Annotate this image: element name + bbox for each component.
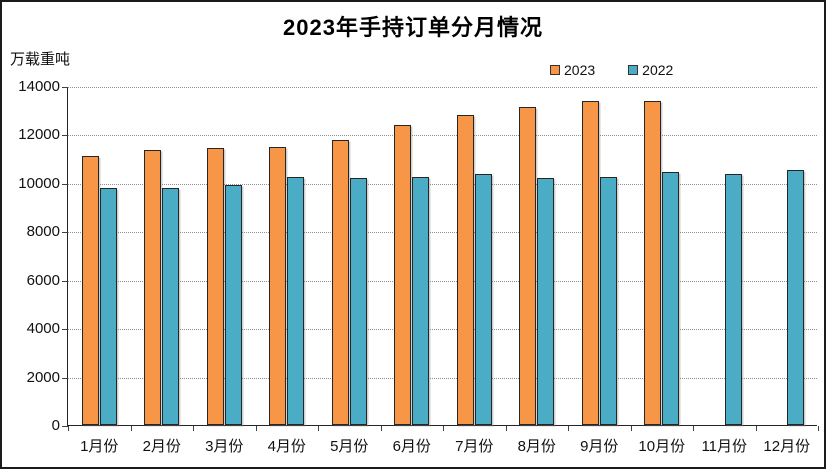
y-axis-label-12000: 12000 — [18, 126, 60, 144]
gridline-8000 — [68, 232, 817, 234]
x-axis-label-8: 8月份 — [517, 438, 556, 455]
legend-item-2023: 2023 — [550, 62, 595, 78]
bar-2023-1月份 — [81, 156, 99, 425]
gridline-4000 — [68, 329, 817, 331]
bar-2023-5月份 — [331, 140, 349, 425]
x-axis-label-2: 2月份 — [142, 438, 181, 455]
bar-2022-1月份 — [99, 187, 117, 425]
bar-2022-12月份 — [787, 169, 805, 425]
x-axis-label-7: 7月份 — [455, 438, 494, 455]
bar-2022-4月份 — [287, 176, 305, 425]
x-axis-tick — [130, 426, 132, 431]
bar-2023-3月份 — [206, 147, 224, 425]
bar-2023-6月份 — [394, 124, 412, 425]
y-axis-label-10000: 10000 — [18, 174, 60, 192]
legend-label-2023: 2023 — [564, 62, 596, 78]
bar-2022-3月份 — [224, 185, 242, 425]
y-axis-unit-label: 万载重吨 — [10, 51, 71, 68]
y-axis-label-8000: 8000 — [26, 223, 60, 241]
legend-swatch-2022 — [628, 65, 639, 75]
bar-2023-9月份 — [581, 100, 599, 425]
y-axis-tick — [62, 426, 68, 427]
x-axis-tick — [568, 426, 569, 431]
gridline-6000 — [68, 280, 817, 282]
y-axis-tick — [62, 135, 68, 137]
bar-2023-4月份 — [269, 146, 287, 425]
bar-2022-8月份 — [537, 178, 555, 425]
x-axis-tick — [318, 426, 319, 431]
y-axis-label-2000: 2000 — [26, 368, 60, 386]
x-axis-tick — [505, 426, 507, 431]
x-axis-tick — [443, 426, 444, 431]
x-axis-label-12: 12月份 — [763, 438, 811, 455]
y-axis-tick — [62, 280, 68, 282]
y-axis-tick — [62, 232, 68, 234]
gridline-12000 — [68, 135, 817, 137]
y-axis-tick — [62, 183, 68, 185]
x-axis-label-3: 3月份 — [205, 438, 244, 455]
bar-2022-6月份 — [412, 176, 430, 425]
x-axis-tick — [818, 426, 819, 431]
bar-2023-10月份 — [644, 101, 662, 425]
legend-label-2022: 2022 — [642, 62, 674, 78]
x-axis-label-11: 11月份 — [701, 438, 748, 455]
x-axis-label-10: 10月份 — [638, 438, 686, 455]
bar-2022-9月份 — [599, 176, 617, 425]
gridline-14000 — [68, 87, 817, 88]
gridline-10000 — [68, 183, 817, 185]
legend-item-2022: 2022 — [628, 62, 673, 78]
x-axis-tick — [630, 426, 632, 431]
y-axis-label-4000: 4000 — [26, 320, 60, 338]
bar-2022-11月份 — [724, 174, 742, 425]
gridline-2000 — [68, 377, 817, 379]
y-axis-tick — [62, 329, 68, 331]
x-axis-tick — [380, 426, 382, 431]
legend: 2023 2022 — [550, 62, 673, 78]
x-axis-tick — [693, 426, 694, 431]
x-axis-label-4: 4月份 — [267, 438, 306, 455]
x-axis-label-5: 5月份 — [330, 438, 369, 455]
bar-2022-2月份 — [162, 187, 180, 425]
x-axis-tick — [68, 426, 69, 431]
x-axis-label-9: 9月份 — [580, 438, 619, 455]
x-axis-tick — [193, 426, 194, 431]
y-axis-label-0: 0 — [51, 417, 60, 434]
bar-2023-2月份 — [144, 150, 162, 425]
x-axis-tick — [255, 426, 257, 431]
bar-2023-8月份 — [519, 106, 537, 425]
legend-swatch-2023 — [550, 65, 560, 75]
bar-2022-5月份 — [349, 178, 367, 425]
y-axis-label-6000: 6000 — [26, 271, 60, 289]
bar-2023-7月份 — [456, 115, 474, 425]
x-axis-label-6: 6月份 — [392, 438, 431, 455]
chart-title: 2023年手持订单分月情况 — [283, 15, 543, 40]
bar-2022-10月份 — [662, 171, 680, 425]
y-axis-tick — [62, 87, 68, 88]
plot-area: 0 2000 4000 6000 8000 10000 12000 14000 1月份 2月份 3月… — [18, 79, 819, 455]
x-axis-label-1: 1月份 — [80, 438, 119, 455]
bar-2022-7月份 — [474, 174, 492, 425]
y-axis-label-14000: 14000 — [18, 78, 60, 95]
y-axis-tick — [62, 377, 68, 379]
x-axis-tick — [755, 426, 757, 431]
